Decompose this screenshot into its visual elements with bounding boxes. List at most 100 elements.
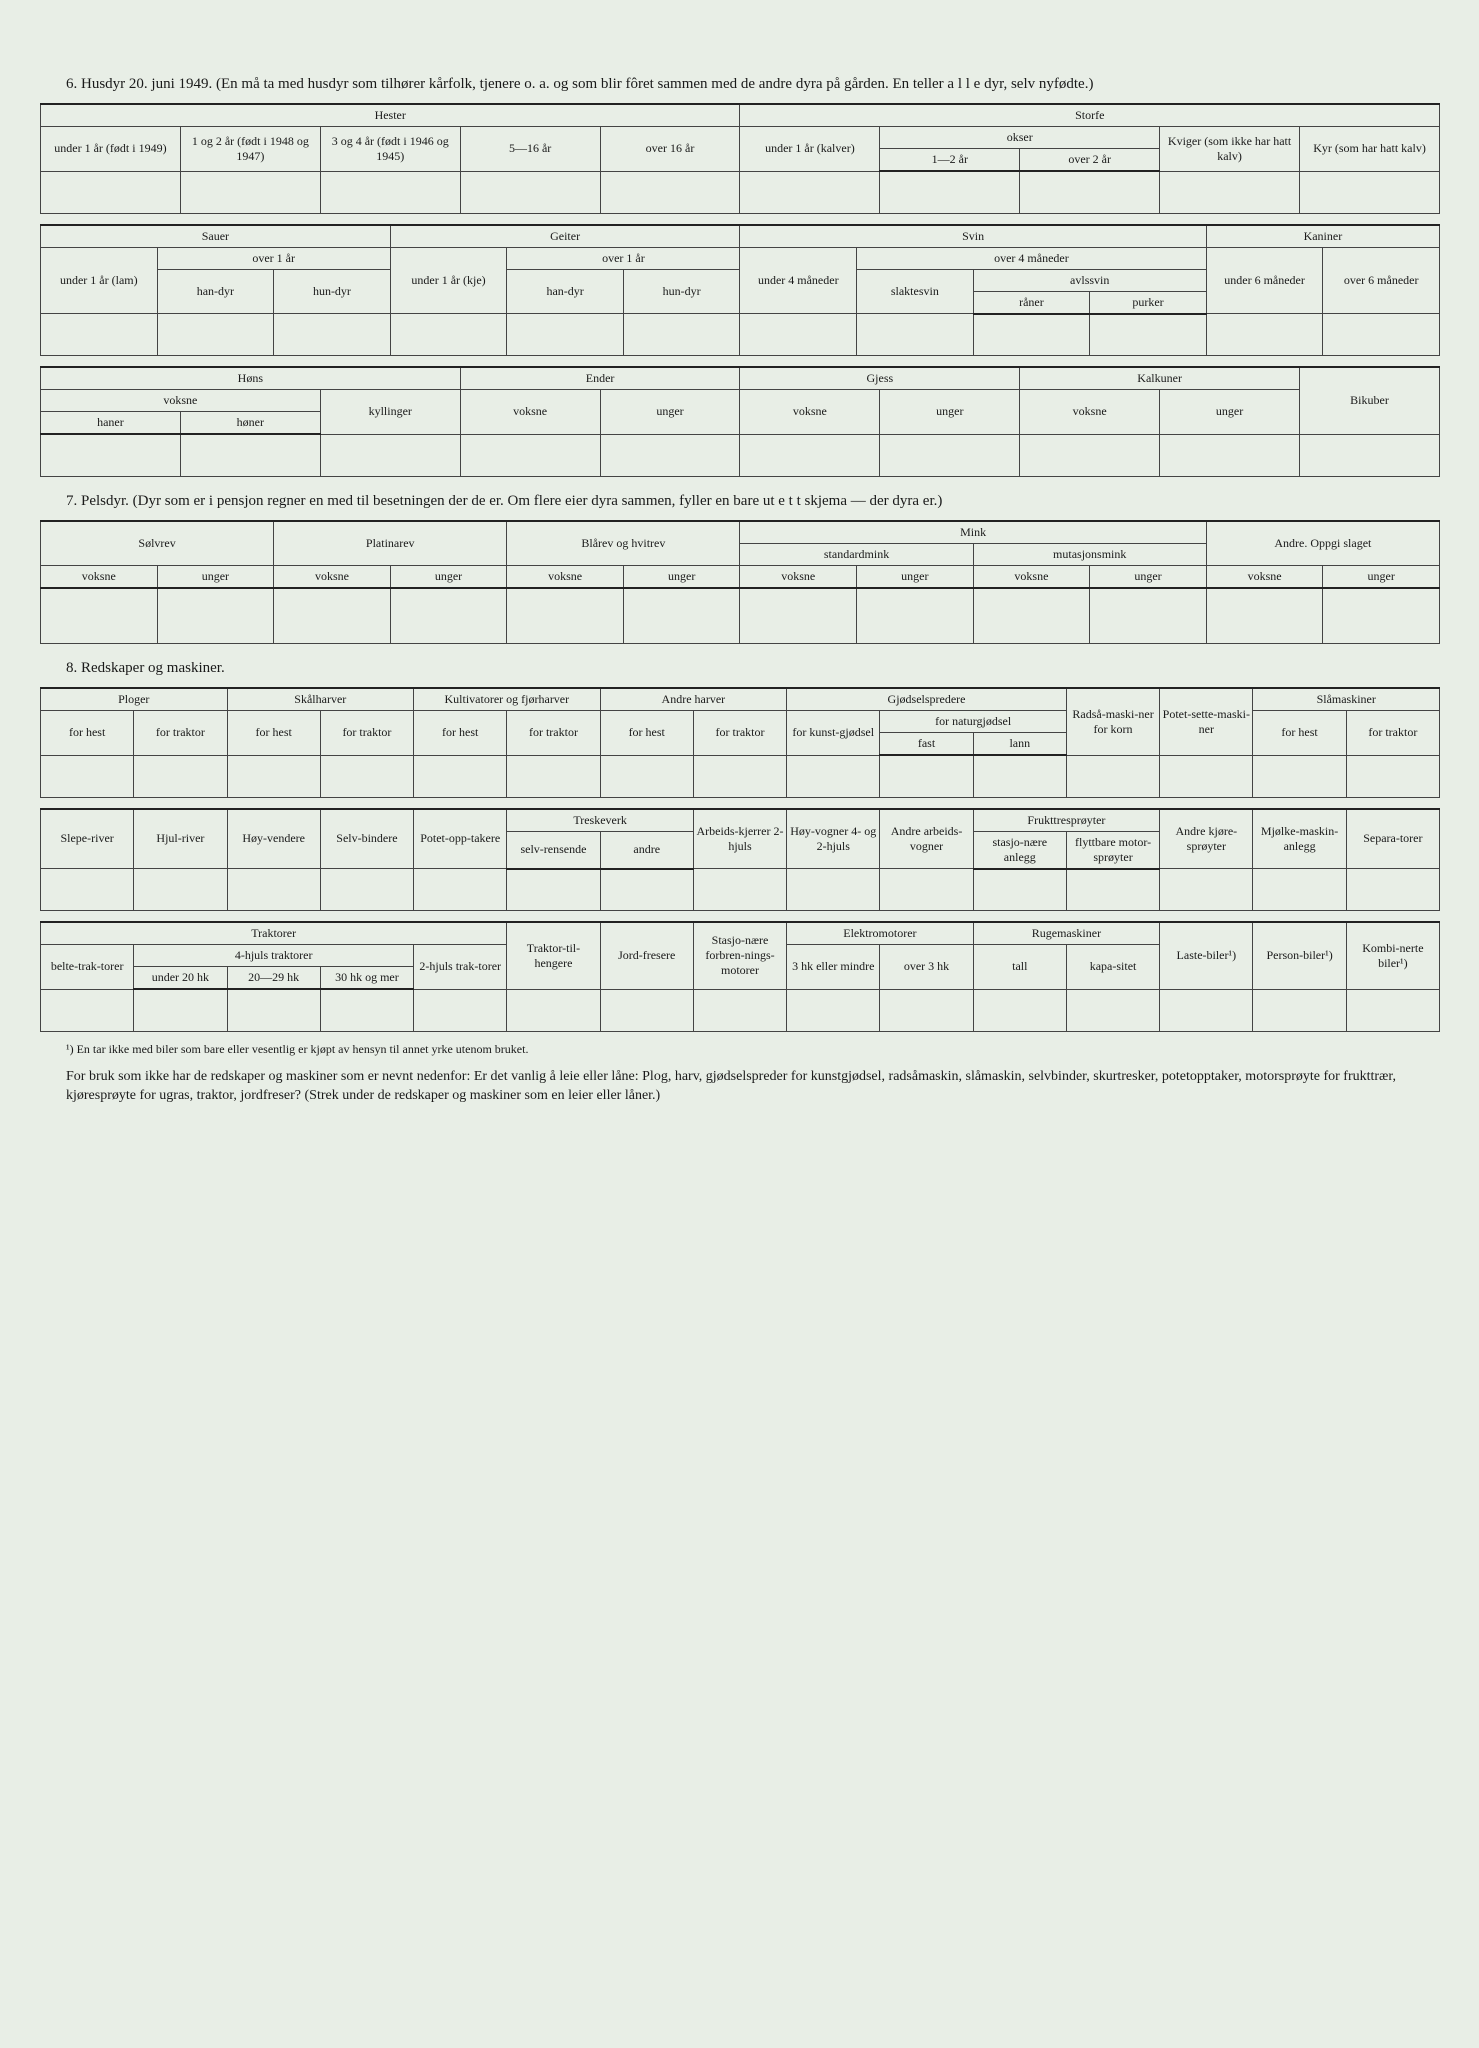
cell <box>134 869 227 911</box>
sl-traktor: for traktor <box>1346 711 1439 756</box>
cell <box>740 171 880 213</box>
hdr-hjulriver: Hjul-river <box>134 809 227 869</box>
cell <box>134 755 227 797</box>
cell <box>1160 755 1253 797</box>
ho-kyllinger: kyllinger <box>320 390 460 435</box>
table-hester-storfe: Hester Storfe under 1 år (født i 1949) 1… <box>40 103 1440 214</box>
ah-traktor: for traktor <box>693 711 786 756</box>
hdr-hons: Høns <box>41 367 461 390</box>
cell <box>1160 434 1300 476</box>
cell <box>274 588 391 644</box>
en-voksne: voksne <box>460 390 600 435</box>
gj-unger: unger <box>880 390 1020 435</box>
s-kviger: Kviger (som ikke har hatt kalv) <box>1160 127 1300 172</box>
sm-voksne: voksne <box>740 565 857 588</box>
cell <box>880 434 1020 476</box>
h-3og4: 3 og 4 år (født i 1946 og 1945) <box>320 127 460 172</box>
table-redskaper-3: Traktorer Traktor-til-hengere Jord-frese… <box>40 921 1440 1032</box>
el-3hk: 3 hk eller mindre <box>787 945 880 990</box>
cell <box>1206 314 1323 356</box>
gj-natur: for naturgjødsel <box>880 711 1067 733</box>
s-under1: under 1 år (kalver) <box>740 127 880 172</box>
hdr-geiter: Geiter <box>390 225 740 248</box>
h-1og2: 1 og 2 år (født i 1948 og 1947) <box>180 127 320 172</box>
sk-traktor: for traktor <box>320 711 413 756</box>
mm-unger: unger <box>1090 565 1207 588</box>
hdr-storfe: Storfe <box>740 104 1440 127</box>
hdr-svin: Svin <box>740 225 1206 248</box>
cell <box>157 588 274 644</box>
hdr-lastebiler: Laste-biler¹) <box>1160 922 1253 989</box>
cell <box>320 989 413 1031</box>
sv-raner: råner <box>973 291 1090 314</box>
cell <box>1066 869 1159 911</box>
ge-under1: under 1 år (kje) <box>390 247 507 314</box>
sv-purker: purker <box>1090 291 1207 314</box>
cell <box>134 989 227 1031</box>
hdr-blarev: Blårev og hvitrev <box>507 521 740 566</box>
hdr-kalkuner: Kalkuner <box>1020 367 1300 390</box>
cell <box>693 755 786 797</box>
cell <box>880 869 973 911</box>
ka-unger: unger <box>1160 390 1300 435</box>
en-unger: unger <box>600 390 740 435</box>
ku-hest: for hest <box>414 711 507 756</box>
cell <box>180 171 320 213</box>
cell <box>320 171 460 213</box>
s-okser: okser <box>880 127 1160 149</box>
cell <box>41 989 134 1031</box>
cell <box>274 314 391 356</box>
hdr-slamaskiner: Slåmaskiner <box>1253 688 1440 711</box>
cell <box>320 869 413 911</box>
table-hons-ender-gjess: Høns Ender Gjess Kalkuner Bikuber voksne… <box>40 366 1440 477</box>
cell <box>787 755 880 797</box>
cell <box>623 588 740 644</box>
hdr-bikuber: Bikuber <box>1300 367 1440 434</box>
cell <box>507 314 624 356</box>
ah-hest: for hest <box>600 711 693 756</box>
hdr-sleperiver: Slepe-river <box>41 809 134 869</box>
cell <box>320 755 413 797</box>
cell <box>1020 434 1160 476</box>
cell <box>1160 989 1253 1031</box>
cell <box>1346 869 1439 911</box>
sa-under1: under 1 år (lam) <box>41 247 158 314</box>
cell <box>880 989 973 1031</box>
table-sauer-geiter-svin-kaniner: Sauer Geiter Svin Kaniner under 1 år (la… <box>40 224 1440 357</box>
an-unger: unger <box>1323 565 1440 588</box>
hdr-personbiler: Person-biler¹) <box>1253 922 1346 989</box>
cell <box>600 989 693 1031</box>
table-pelsdyr: Sølvrev Platinarev Blårev og hvitrev Min… <box>40 520 1440 645</box>
ge-over1: over 1 år <box>507 247 740 269</box>
cell <box>390 314 507 356</box>
sk-hest: for hest <box>227 711 320 756</box>
h-516: 5—16 år <box>460 127 600 172</box>
gj-voksne: voksne <box>740 390 880 435</box>
sv-avls: avlssvin <box>973 269 1206 291</box>
hdr-platinarev: Platinarev <box>274 521 507 566</box>
gj-lann: lann <box>973 733 1066 756</box>
tr-u20: under 20 hk <box>134 967 227 990</box>
cell <box>1253 989 1346 1031</box>
cell <box>973 989 1066 1031</box>
hdr-ploger: Ploger <box>41 688 228 711</box>
cell <box>880 755 973 797</box>
tr-30: 30 hk og mer <box>320 967 413 990</box>
hdr-potetopp: Potet-opp-takere <box>414 809 507 869</box>
hdr-gjodsel: Gjødselspredere <box>787 688 1067 711</box>
cell <box>1090 588 1207 644</box>
cell <box>787 989 880 1031</box>
cell <box>1346 755 1439 797</box>
cell <box>320 434 460 476</box>
cell <box>41 314 158 356</box>
fr-flyttbare: flyttbare motor-sprøyter <box>1066 831 1159 869</box>
an-voksne: voksne <box>1206 565 1323 588</box>
hdr-gjess: Gjess <box>740 367 1020 390</box>
hdr-treskeverk: Treskeverk <box>507 809 694 832</box>
hdr-andre: Andre. Oppgi slaget <box>1206 521 1439 566</box>
cell <box>41 171 181 213</box>
mm-voksne: voksne <box>973 565 1090 588</box>
footnote: ¹) En tar ikke med biler som bare eller … <box>40 1042 1440 1057</box>
sa-handyr: han-dyr <box>157 269 274 314</box>
hdr-potetsette: Potet-sette-maski-ner <box>1160 688 1253 755</box>
